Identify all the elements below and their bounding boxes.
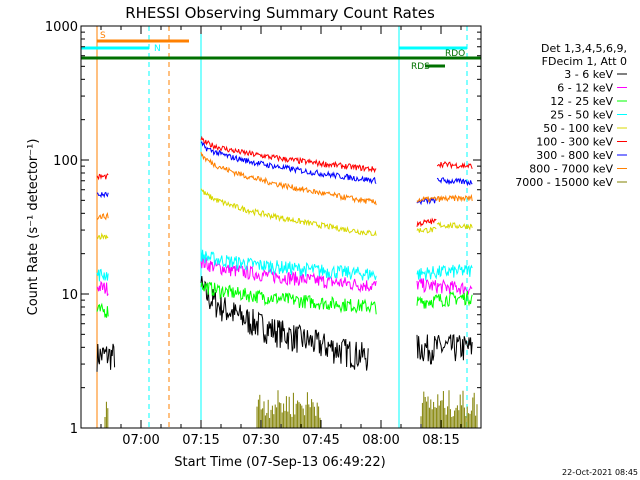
x-tick-label: 07:00 [122,433,159,448]
x-tick-label: 07:45 [302,433,339,448]
x-tick-label: 08:00 [362,433,399,448]
legend-entry-2: 12 - 25 keV [550,95,613,108]
x-tick-label: 07:15 [182,433,219,448]
series-0-segment-2 [416,334,473,365]
series-3-segment-2 [416,264,473,281]
series-7 [96,151,473,221]
series-4-segment-0 [96,232,109,241]
series-5-segment-1 [200,135,377,174]
series-0 [96,276,473,372]
y-tick-label: 10 [61,288,78,303]
legend: Det 1,3,4,5,6,9,FDecim 1, Att 03 - 6 keV… [515,42,627,189]
legend-entry-1: 6 - 12 keV [557,82,613,95]
series-4-segment-2 [416,226,437,234]
series-5-segment-0 [96,173,109,181]
series-7-segment-2 [416,193,473,203]
series-5-segment-3 [436,160,473,170]
x-tick-label: 08:15 [422,433,459,448]
x-tick-label: 07:30 [242,433,279,448]
legend-entry-7: 800 - 7000 keV [529,163,613,176]
series-1-segment-0 [96,280,109,296]
series-1 [96,256,473,296]
series-4-segment-3 [436,221,473,231]
series-0-segment-1 [200,276,369,371]
y-axis-label: Count Rate (s⁻¹ detector⁻¹) [26,139,41,316]
series-1-segment-2 [416,277,473,295]
series-7-segment-1 [200,151,377,206]
flag-label-rds: RDS [411,62,430,72]
legend-entry-4: 50 - 100 keV [543,122,613,135]
legend-entry-6: 300 - 800 keV [536,149,613,162]
legend-entry-0: 3 - 6 keV [564,68,613,81]
legend-entry-8: 7000 - 15000 keV [515,176,613,189]
series-6-segment-3 [436,177,473,187]
flag-label-s: S [100,31,106,41]
series-3-segment-0 [96,268,109,282]
y-tick-label: 1 [70,422,78,437]
footer-timestamp: 22-Oct-2021 08:45 [562,468,638,477]
series-3 [96,247,473,282]
flag-label-n: N [154,44,161,54]
y-tick-label: 100 [53,154,78,169]
series-4-segment-1 [200,188,377,236]
series-4 [96,188,473,241]
series-5-segment-2 [416,217,437,228]
series-3-segment-1 [200,247,377,282]
series-2-segment-1 [200,281,377,315]
legend-entry-3: 25 - 50 keV [550,109,613,122]
series-2-segment-0 [96,302,109,318]
legend-entry-5: 100 - 300 keV [536,136,613,149]
legend-header-line: Det 1,3,4,5,6,9, [541,42,627,55]
series-1-segment-1 [200,256,377,293]
chart-title: RHESSI Observing Summary Count Rates [125,4,435,22]
series-2-segment-2 [416,290,473,309]
y-tick-label: 1000 [45,20,78,35]
x-axis-label: Start Time (07-Sep-13 06:49:22) [174,455,385,470]
series-6-segment-1 [200,141,377,185]
series-0-segment-0 [96,343,116,372]
series-5 [96,135,473,228]
series-2 [96,281,473,318]
series-8 [104,390,478,428]
flag-label-rdo: RDO [445,49,465,59]
legend-header-line: FDecim 1, Att 0 [542,55,627,68]
series-7-segment-0 [96,211,109,221]
series-6-segment-0 [96,191,109,199]
